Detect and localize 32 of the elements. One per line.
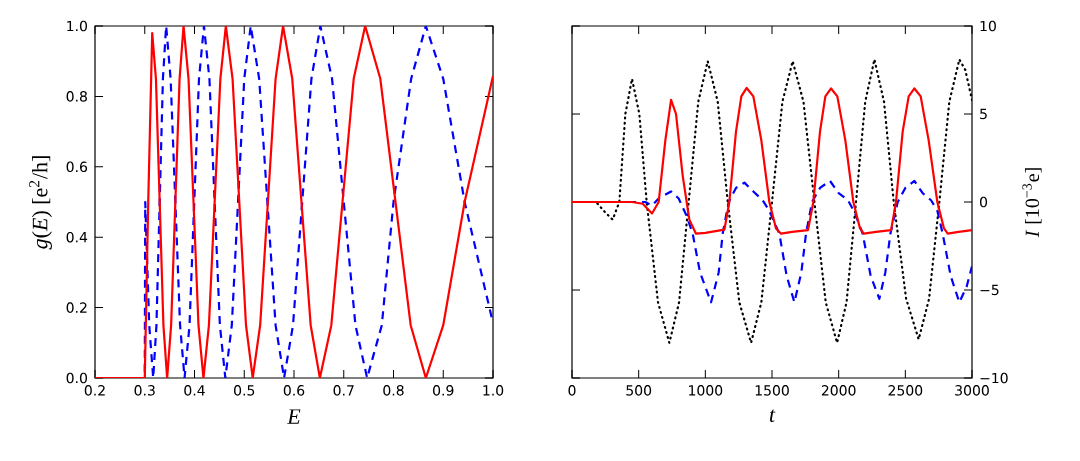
x-tick-label: 1500 [755,385,789,396]
y-tick-label: 0.4 [66,231,88,243]
x-tick-label: 0.2 [84,385,105,396]
y-tick-label: 1.0 [67,20,87,32]
x-tick-label: 1.0 [483,385,504,396]
y-tick-label: −5 [980,284,999,296]
x-tick-label: 0.6 [283,385,305,396]
x-tick-label: 0.9 [433,385,454,396]
x-tick-label: 0.3 [134,385,155,396]
line-series [572,86,973,235]
x-tick-label: 0 [568,385,576,396]
y-tick-label: 5 [980,108,987,120]
x-tick-label: 0.4 [184,385,205,396]
x-tick-label: 0.7 [333,385,354,396]
x-tick-label: 0.8 [383,385,404,396]
y-tick-label: 0 [979,196,988,208]
y-axis-title: g(E) [e$^{2}$/h] [29,156,52,250]
y-tick-label: 0.0 [66,372,87,384]
y-tick-label: 0.2 [66,302,87,313]
x-tick-label: 1000 [689,385,723,396]
y-axis-title: I [10$^{−3}$e] [1022,168,1042,238]
y-tick-label: 0.8 [66,91,87,102]
x-axis-title: E [287,409,301,424]
y-tick-label: 0.6 [66,161,88,173]
x-tick-label: 500 [626,385,652,396]
y-tick-label: −10 [980,372,1008,384]
x-axis-title: t [769,409,776,422]
x-tick-label: 3000 [955,385,989,396]
x-tick-label: 2500 [888,385,923,396]
x-tick-label: 0.5 [234,385,255,396]
x-tick-label: 2000 [821,385,856,396]
y-tick-label: 10 [980,20,996,32]
